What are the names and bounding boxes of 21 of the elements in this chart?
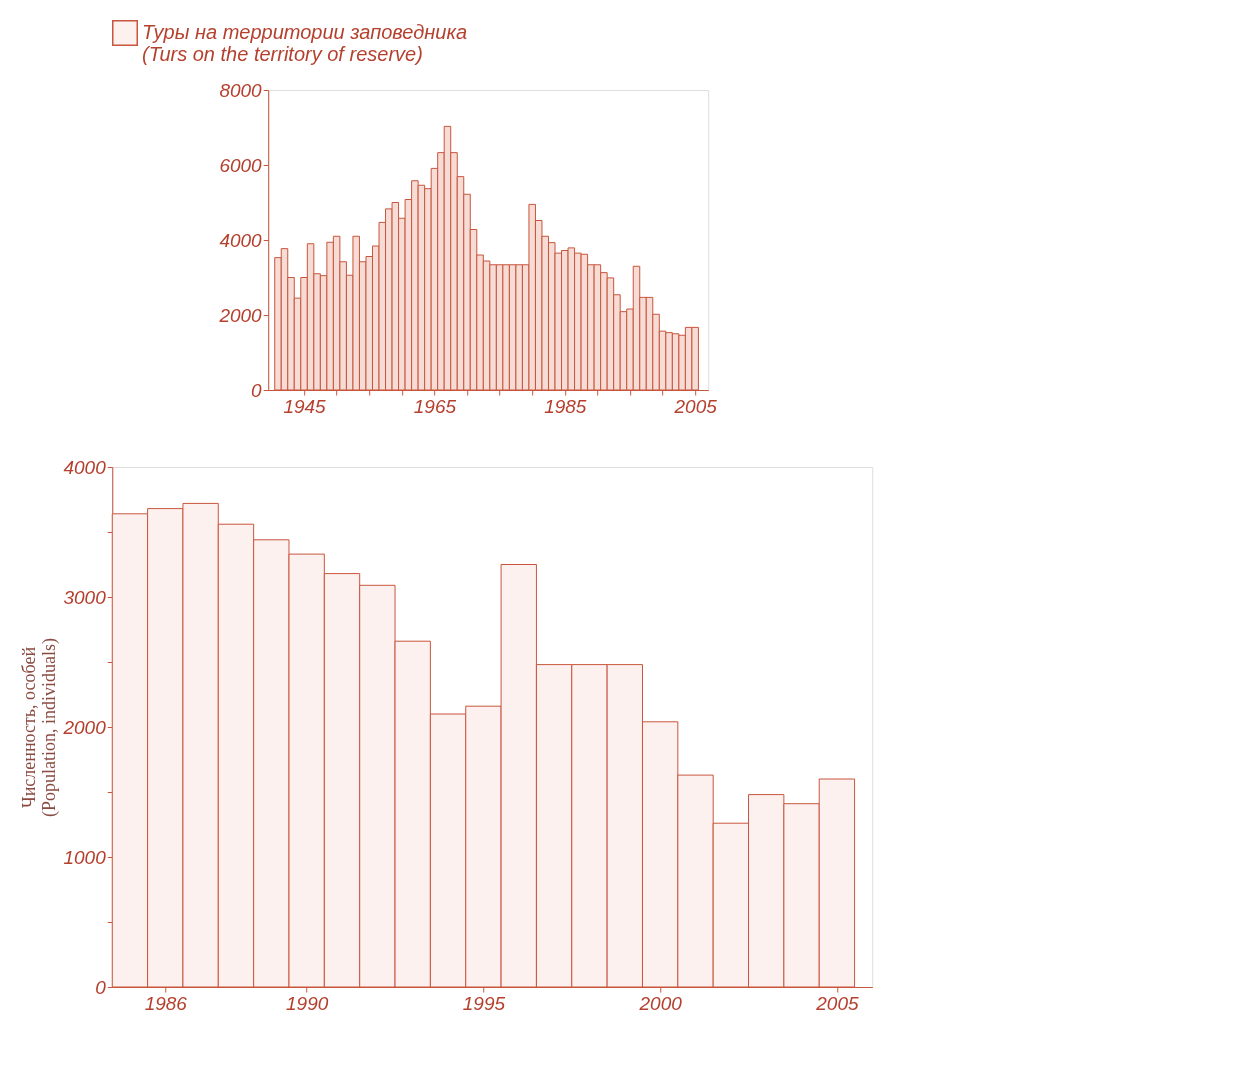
y-tick-label: 1000 bbox=[63, 846, 107, 868]
x-tick-label: 2005 bbox=[815, 992, 859, 1014]
x-tick-label: 1986 bbox=[144, 992, 188, 1014]
x-tick-label: 1990 bbox=[286, 992, 329, 1014]
y-tick-label: 2000 bbox=[218, 304, 263, 326]
x-tick-label: 2000 bbox=[638, 992, 683, 1014]
y-tick-label: 2000 bbox=[62, 716, 107, 738]
x-tick-label: 1945 bbox=[283, 395, 327, 417]
y-tick-label: 3000 bbox=[63, 586, 107, 608]
y-axis-title: Численность, особей (Population, individuals) bbox=[19, 638, 61, 817]
y-tick-label: 8000 bbox=[219, 79, 263, 101]
x-tick-label: 1965 bbox=[413, 395, 457, 417]
y-tick-label: 6000 bbox=[219, 154, 263, 176]
x-tick-label: 2005 bbox=[673, 395, 718, 417]
y-tick-label: 0 bbox=[251, 379, 263, 401]
y-tick-label: 0 bbox=[95, 976, 107, 998]
y-tick-label: 4000 bbox=[63, 456, 107, 478]
x-tick-label: 1995 bbox=[462, 992, 506, 1014]
y-tick-label: 4000 bbox=[219, 229, 263, 251]
x-tick-label: 1985 bbox=[544, 395, 587, 417]
legend-label: Туры на территории заповедника (Turs on the territory of reserve) bbox=[142, 21, 468, 65]
